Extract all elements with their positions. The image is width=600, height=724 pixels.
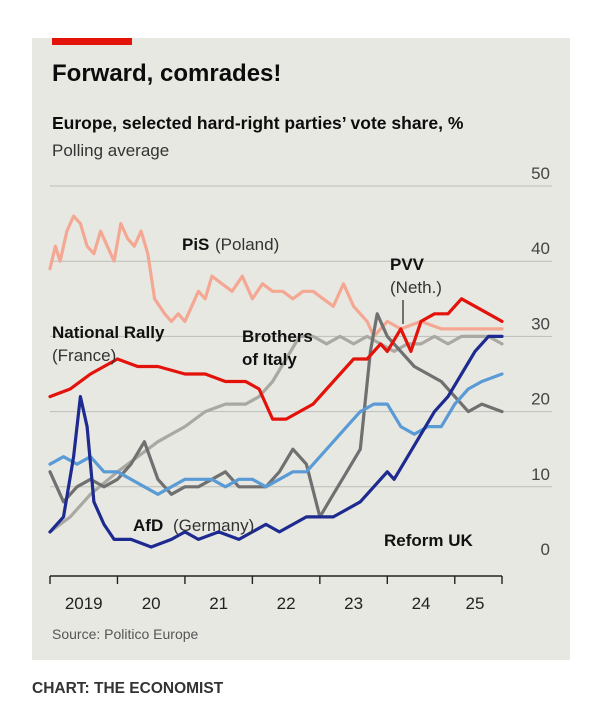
- chart-subtitle: Europe, selected hard-right parties’ vot…: [52, 113, 464, 133]
- x-tick-label: 22: [277, 594, 296, 613]
- series-label-country-national-rally: (France): [52, 346, 116, 365]
- chart-subtitle-secondary: Polling average: [52, 141, 170, 160]
- series-line-brothers-of-italy: [48, 334, 504, 534]
- y-tick-label: 40: [531, 239, 550, 258]
- chart-lines: [48, 214, 504, 549]
- series-line-afd: [48, 372, 504, 496]
- series-label-national-rally: National Rally: [52, 323, 165, 342]
- brand-red-bar: [52, 38, 132, 45]
- y-tick-label: 30: [531, 314, 550, 333]
- line-chart: 0 10 20 30 40 50 2019 20 21 22 23 24 25 PiS (Poland)…: [48, 164, 552, 613]
- series-line-reform-uk: [48, 334, 504, 549]
- y-tick-label: 0: [541, 540, 550, 559]
- series-label-country-brothers-of-italy: of Italy: [242, 350, 297, 369]
- y-axis: 0 10 20 30 40 50: [531, 164, 550, 559]
- series-label-country-afd: (Germany): [173, 516, 254, 535]
- series-labels: PiS (Poland) National Rally (France) Brother…: [52, 235, 474, 550]
- chart-card: Forward, comrades! Europe, selected hard…: [32, 38, 570, 660]
- series-label-afd: AfD: [133, 516, 163, 535]
- x-tick-label: 24: [412, 594, 431, 613]
- series-label-pis: PiS: [182, 235, 209, 254]
- series-line-pvv: [48, 312, 504, 519]
- x-tick-label: 23: [344, 594, 363, 613]
- y-tick-label: 10: [531, 465, 550, 484]
- x-tick-label: 20: [142, 594, 161, 613]
- x-tick-label: 25: [466, 594, 485, 613]
- series-label-country-pis: (Poland): [215, 235, 279, 254]
- series-line-national-rally: [48, 297, 504, 421]
- x-tick-label: 21: [209, 594, 228, 613]
- series-label-country-pvv: (Neth.): [390, 278, 442, 297]
- x-axis: 2019 20 21 22 23 24 25: [49, 575, 503, 613]
- series-label-brothers-of-italy: Brothers: [242, 327, 313, 346]
- y-tick-label: 50: [531, 164, 550, 183]
- chart-source: Source: Politico Europe: [52, 626, 199, 642]
- chart-credit: CHART: THE ECONOMIST: [32, 680, 224, 697]
- y-tick-label: 20: [531, 390, 550, 409]
- chart-title: Forward, comrades!: [52, 60, 282, 87]
- series-label-pvv: PVV: [390, 255, 425, 274]
- x-tick-label: 2019: [65, 594, 103, 613]
- series-label-reform-uk: Reform UK: [384, 531, 474, 550]
